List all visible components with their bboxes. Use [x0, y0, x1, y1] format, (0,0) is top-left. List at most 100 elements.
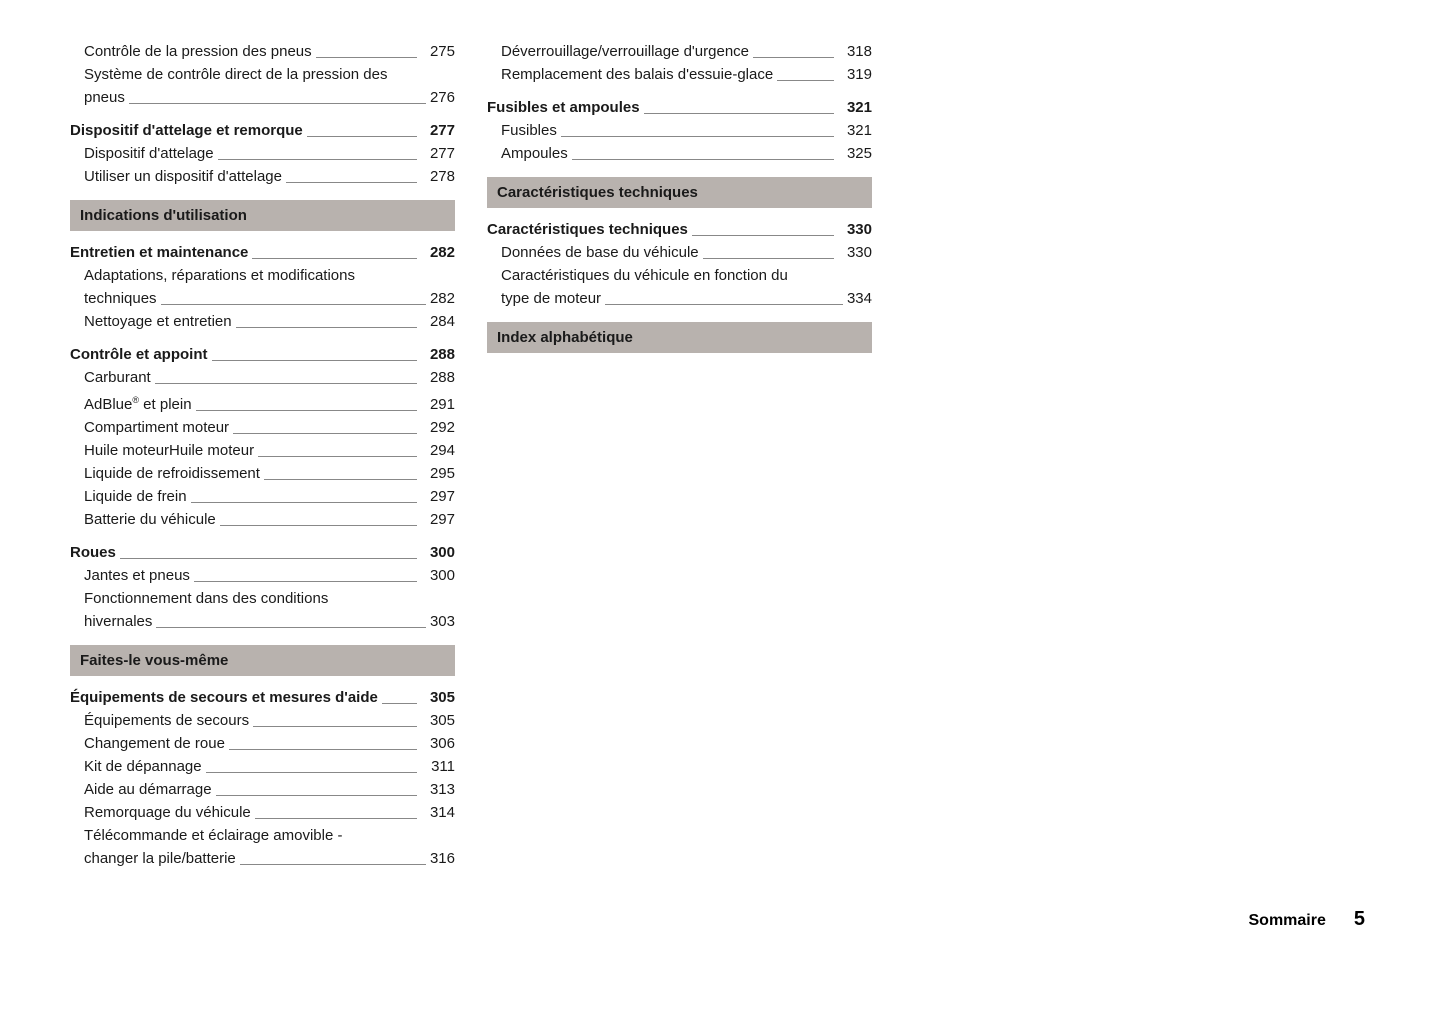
toc-label: Ampoules	[487, 142, 568, 165]
leader	[252, 258, 417, 259]
toc-label: Télécommande et éclairage amovible -	[84, 824, 455, 847]
toc-page: 291	[421, 393, 455, 416]
toc-label: type de moteur	[501, 287, 601, 310]
toc-label: Adaptations, réparations et modification…	[84, 264, 455, 287]
leader	[191, 502, 417, 503]
toc-page: 306	[421, 732, 455, 755]
toc-page: 282	[430, 287, 455, 310]
toc-label: Fonctionnement dans des conditions	[84, 587, 455, 610]
toc-label: Compartiment moteur	[70, 416, 229, 439]
toc-label: Jantes et pneus	[70, 564, 190, 587]
toc-entry: Batterie du véhicule 297	[70, 508, 455, 531]
toc-label: Roues	[70, 541, 116, 564]
toc-page: 334	[847, 287, 872, 310]
toc-page: 314	[421, 801, 455, 824]
leader	[196, 410, 417, 411]
left-column: Contrôle de la pression des pneus 275 Sy…	[70, 40, 455, 870]
toc-section: Roues 300 Jantes et pneus 300 Fonctionne…	[70, 541, 455, 633]
toc-label: Remplacement des balais d'essuie-glace	[487, 63, 773, 86]
toc-entry: Compartiment moteur 292	[70, 416, 455, 439]
leader	[229, 749, 417, 750]
toc-page: 330	[838, 241, 872, 264]
toc-label: Contrôle et appoint	[70, 343, 208, 366]
toc-section-header: Entretien et maintenance 282	[70, 241, 455, 264]
toc-label: changer la pile/batterie	[84, 847, 236, 870]
toc-entry: Caractéristiques du véhicule en fonction…	[487, 264, 872, 310]
toc-page: 277	[421, 119, 455, 142]
toc-label: Caractéristiques du véhicule en fonction…	[501, 264, 872, 287]
toc-label: Contrôle de la pression des pneus	[70, 40, 312, 63]
toc-page: 294	[421, 439, 455, 462]
toc-label: Dispositif d'attelage et remorque	[70, 119, 303, 142]
toc-entry: Kit de dépannage 311	[70, 755, 455, 778]
leader	[212, 360, 418, 361]
leader	[777, 80, 834, 81]
toc-entry: Adaptations, réparations et modification…	[70, 264, 455, 310]
toc-entry: Huile moteurHuile moteur 294	[70, 439, 455, 462]
leader	[753, 57, 834, 58]
toc-label: Remorquage du véhicule	[70, 801, 251, 824]
toc-page: 305	[421, 686, 455, 709]
toc-page: 325	[838, 142, 872, 165]
toc-label: Données de base du véhicule	[487, 241, 699, 264]
toc-entry: Système de contrôle direct de la pressio…	[70, 63, 455, 109]
leader	[155, 383, 417, 384]
section-heading: Caractéristiques techniques	[487, 177, 872, 208]
leader	[216, 795, 417, 796]
toc-page: 278	[421, 165, 455, 188]
toc-label: Équipements de secours et mesures d'aide	[70, 686, 378, 709]
toc-page: 305	[421, 709, 455, 732]
toc-entry: Contrôle de la pression des pneus 275	[70, 40, 455, 63]
toc-entry: AdBlue® et plein 291	[70, 389, 455, 416]
toc-entry: Remorquage du véhicule 314	[70, 801, 455, 824]
leader	[258, 456, 417, 457]
toc-page: 297	[421, 485, 455, 508]
toc-page: 300	[421, 564, 455, 587]
toc-page: 319	[838, 63, 872, 86]
toc-label: Liquide de frein	[70, 485, 187, 508]
footer-page-number: 5	[1354, 908, 1365, 931]
leader	[220, 525, 417, 526]
toc-entry: Utiliser un dispositif d'attelage 278	[70, 165, 455, 188]
leader	[264, 479, 417, 480]
toc-label: Liquide de refroidissement	[70, 462, 260, 485]
toc-entry: Aide au démarrage 313	[70, 778, 455, 801]
leader	[255, 818, 417, 819]
toc-label: AdBlue® et plein	[70, 389, 192, 416]
toc-label: Carburant	[70, 366, 151, 389]
toc-entry: Dispositif d'attelage 277	[70, 142, 455, 165]
leader	[156, 627, 426, 628]
page-footer: Sommaire 5	[1249, 908, 1366, 931]
toc-entry: Nettoyage et entretien 284	[70, 310, 455, 333]
toc-label: Batterie du véhicule	[70, 508, 216, 531]
toc-page: 321	[838, 119, 872, 142]
toc-entry: Ampoules 325	[487, 142, 872, 165]
toc-section-header: Équipements de secours et mesures d'aide…	[70, 686, 455, 709]
leader	[572, 159, 834, 160]
toc-page: 292	[421, 416, 455, 439]
toc-page: 300	[421, 541, 455, 564]
toc-label: Entretien et maintenance	[70, 241, 248, 264]
toc-entry: Équipements de secours 305	[70, 709, 455, 732]
toc-page: 284	[421, 310, 455, 333]
toc-page: 330	[838, 218, 872, 241]
toc-section: Contrôle et appoint 288 Carburant 288 Ad…	[70, 343, 455, 531]
toc-page: 276	[430, 86, 455, 109]
toc-page: 282	[421, 241, 455, 264]
toc-section: Équipements de secours et mesures d'aide…	[70, 686, 455, 870]
toc-label: Fusibles	[487, 119, 557, 142]
toc-section-header: Fusibles et ampoules 321	[487, 96, 872, 119]
leader	[161, 304, 426, 305]
toc-section-header: Roues 300	[70, 541, 455, 564]
toc-section: Entretien et maintenance 282 Adaptations…	[70, 241, 455, 333]
leader	[233, 433, 417, 434]
leader	[307, 136, 417, 137]
toc-label: Utiliser un dispositif d'attelage	[70, 165, 282, 188]
toc-entry: Jantes et pneus 300	[70, 564, 455, 587]
leader	[692, 235, 834, 236]
leader	[194, 581, 417, 582]
leader	[120, 558, 417, 559]
section-heading: Index alphabétique	[487, 322, 872, 353]
leader	[316, 57, 417, 58]
leader	[286, 182, 417, 183]
